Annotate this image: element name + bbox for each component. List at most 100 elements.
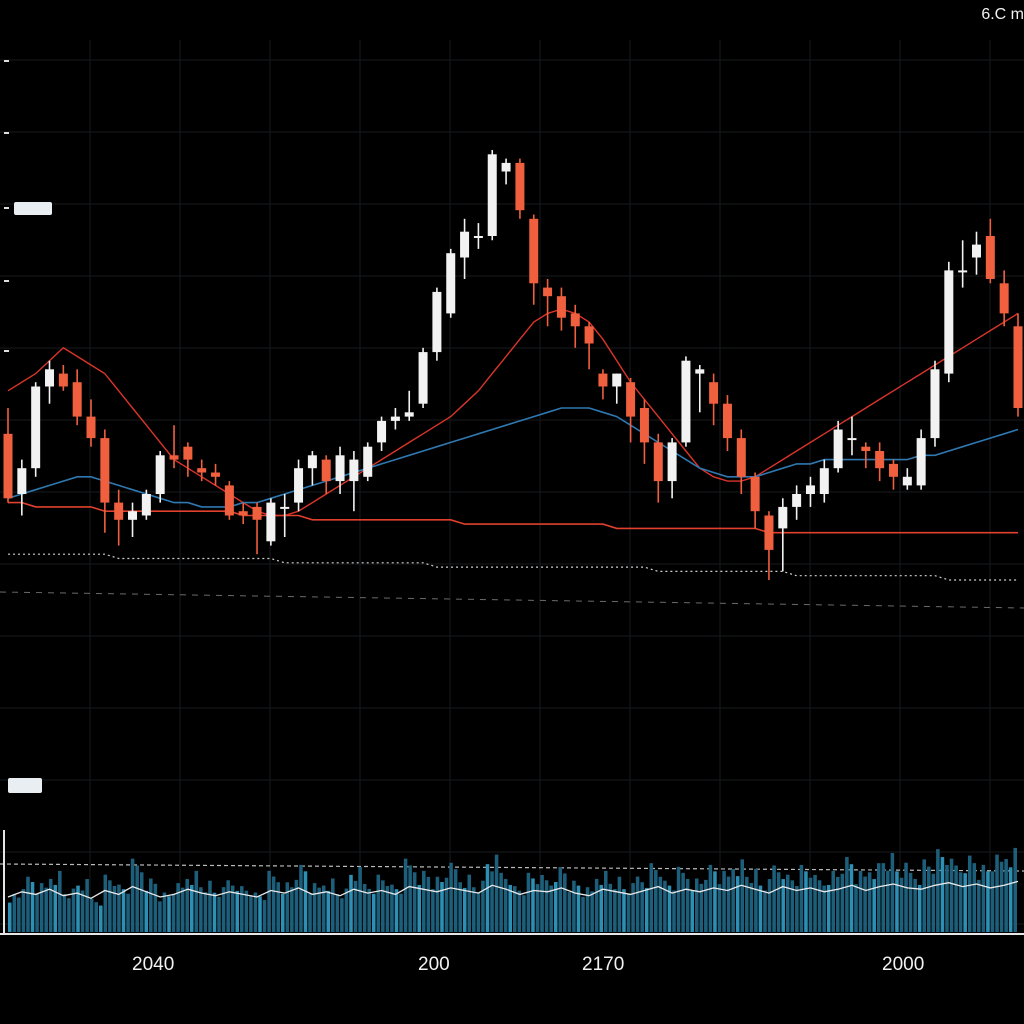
candle [653,433,663,503]
candle-body [114,502,124,520]
volume-bar [317,887,321,932]
volume-bar [217,896,221,932]
candle [958,240,968,288]
volume-bar [240,886,244,932]
volume-bar [199,887,203,932]
candle [556,287,566,331]
volume-bar [426,876,431,932]
volume-bar [535,884,540,932]
candle-body [875,451,885,469]
volume-bar [108,880,112,932]
volume-bar [98,905,103,932]
candle-body [349,459,359,482]
candle [390,408,400,430]
volume-bar [694,878,699,932]
candle [847,416,857,456]
candle [736,429,746,494]
candle [211,463,221,486]
volume-bar [722,870,726,932]
candle-body [169,455,179,460]
volume-bar [513,886,517,932]
candle-body [958,270,968,273]
candle-body [307,455,317,469]
candle [750,472,760,529]
volume-bar [931,873,936,932]
volume-bar [462,887,467,932]
volume-bar [681,872,685,932]
candle [930,360,940,447]
candle-body [363,446,373,477]
candle [349,451,359,512]
volume-bar [48,878,53,932]
volume-bar [572,880,576,932]
candle [335,446,345,494]
volume-bar [481,880,485,932]
volume-bar [431,889,435,932]
volume-bar [822,885,826,932]
candle [141,489,151,520]
volume-bar [644,887,649,932]
volume-bar [876,863,881,932]
volume-bar [58,870,62,932]
volume-bar [326,890,331,932]
volume-bar [53,884,58,932]
volume-bar [94,902,98,932]
candle [805,476,815,507]
volume-bar [886,870,890,932]
candle-body [681,360,691,443]
volume-bar [799,864,804,932]
volume-bar [658,876,663,932]
volume-bar [121,889,126,932]
volume-bar [917,884,922,932]
volume-bar [540,874,544,932]
volume-bar [490,871,494,932]
candle-body [861,446,871,451]
candle [100,429,110,533]
volume-bar [904,862,908,932]
volume-bar [754,868,758,932]
candle-body [667,442,677,482]
volume-bar [294,879,299,932]
candle [612,373,622,404]
volume-bar [590,891,594,932]
volume-bar [408,865,412,932]
candle-body [570,313,580,327]
volume-bar [390,884,394,932]
candle [501,158,511,185]
volume-bar [308,893,312,932]
candle-body [612,373,622,387]
candle [321,455,331,494]
volume-bar [558,867,563,932]
volume-bar [849,864,854,932]
volume-bar [567,892,572,932]
candle [985,218,995,284]
volume-bar [840,873,845,932]
candle-body [556,296,566,318]
volume-bar [80,890,85,932]
candle-body [598,373,608,387]
volume-bar [858,870,863,932]
candle-body [971,244,981,258]
volume-bar [321,885,326,932]
volume-bar [499,872,503,932]
volume-bar [522,895,526,932]
volume-bar [299,864,303,932]
chart-grid [0,40,1024,930]
volume-bar [467,874,472,932]
volume-bar [162,892,167,932]
candle [764,511,774,580]
candle [17,459,27,516]
volume-bar [585,887,590,932]
candle [404,390,414,421]
volume-bar [563,873,567,932]
volume-bar [881,863,886,932]
candle-body [709,382,719,404]
volume-bar [813,874,817,932]
volume-bar [826,884,831,932]
candle-body [985,236,995,279]
volume-bar [767,879,772,932]
candle [128,502,138,537]
volume-bar [335,894,340,932]
candle-body [764,515,774,550]
volume-bar [913,878,917,932]
